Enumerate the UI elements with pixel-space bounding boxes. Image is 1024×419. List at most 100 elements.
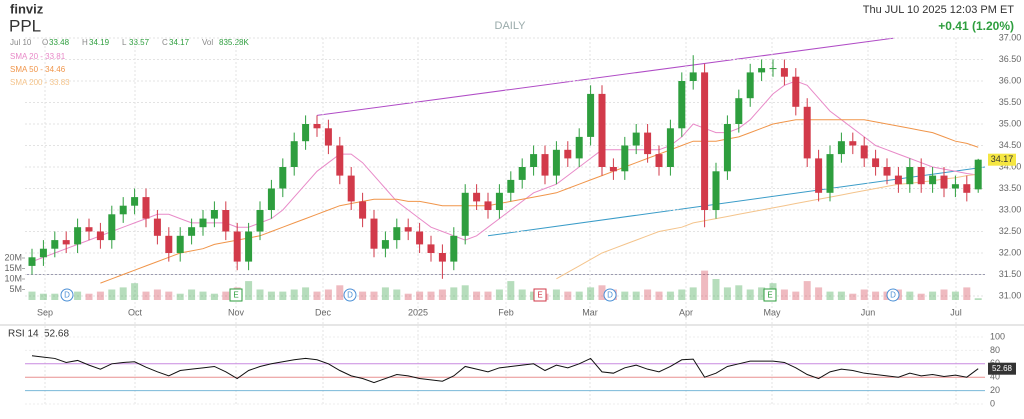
volume-bar [381, 287, 389, 300]
volume-bar [222, 291, 230, 300]
volume-bar [940, 289, 948, 300]
dividend-marker [886, 288, 900, 302]
volume-bar [837, 291, 845, 300]
volume-bar [393, 289, 401, 300]
event-label[interactable]: E [767, 291, 772, 300]
volume-bar [712, 279, 720, 300]
volume-bar [370, 291, 378, 300]
volume-bar [951, 291, 959, 300]
candle-body [712, 171, 720, 210]
candle-body [222, 210, 230, 232]
volume-bar [632, 291, 640, 300]
volume-bar [267, 291, 275, 300]
y-tick-label: 31.00 [999, 290, 1022, 300]
candle-body [735, 98, 743, 124]
event-label[interactable]: D [64, 291, 70, 300]
period: DAILY [495, 20, 527, 32]
volume-bar [176, 293, 184, 300]
candle-body [28, 257, 36, 266]
candle-body [279, 167, 287, 189]
price-tag [988, 153, 1016, 166]
trendline [487, 166, 986, 237]
candle-body [188, 227, 196, 236]
candle-body [142, 197, 150, 219]
volume-bar [28, 291, 36, 300]
volume-bar [666, 291, 674, 300]
candle-body [530, 154, 538, 167]
volume-bar [575, 291, 583, 300]
dividend-marker [603, 288, 617, 302]
candle-body [780, 68, 788, 77]
event-label[interactable]: E [537, 291, 542, 300]
trendline [316, 37, 896, 116]
volume-bar [780, 289, 788, 300]
candle-body [62, 240, 70, 245]
quote-date: Jul 10 [10, 38, 32, 47]
quote-value: 34.17 [169, 38, 190, 47]
x-tick-label: Dec [315, 307, 332, 317]
event-label[interactable]: D [347, 291, 353, 300]
rsi-tick-label: 40 [990, 372, 1000, 382]
candle-body [85, 227, 93, 232]
event-label[interactable]: D [890, 291, 896, 300]
volume-bar [644, 289, 652, 300]
volume-bar [826, 291, 834, 300]
volume-tick-label: 10M [4, 273, 22, 283]
candle-body [324, 128, 332, 146]
volume-bar [256, 289, 264, 300]
candle-body [108, 214, 116, 241]
volume-bar [427, 291, 435, 300]
candle-body [792, 76, 800, 107]
candle-body [723, 124, 731, 172]
logo[interactable]: finviz [10, 1, 44, 16]
candle-body [621, 145, 629, 172]
volume-bar [108, 289, 116, 300]
rsi-value: 52.68 [44, 329, 69, 340]
candle-body [872, 158, 880, 167]
volume-bar [404, 293, 412, 300]
volume-bar [359, 291, 367, 300]
event-label[interactable]: E [233, 291, 238, 300]
volume-bar [803, 281, 811, 300]
volume-bar [484, 291, 492, 300]
candle-body [837, 141, 845, 155]
volume-bar [963, 287, 971, 300]
candle-body [803, 106, 811, 159]
candle-body [894, 175, 902, 185]
y-tick-label: 32.00 [999, 247, 1022, 257]
candle-body [233, 231, 241, 262]
rsi-tick-label: 0 [990, 398, 995, 408]
candle-body [849, 141, 857, 146]
candle-body [302, 124, 310, 142]
candle-body [518, 167, 526, 180]
volume-bar [450, 287, 458, 300]
volume-bar [655, 291, 663, 300]
candle-body [564, 149, 572, 159]
candle-body [96, 231, 104, 241]
volume-bar [906, 291, 914, 300]
quote-value: 33.48 [49, 38, 70, 47]
volume-bar [279, 291, 287, 300]
candle-body [598, 93, 606, 167]
candle-body [666, 128, 674, 167]
volume-bar [210, 293, 218, 300]
candle-body [815, 158, 823, 193]
legend-entry: SMA 20 - 33.81 [10, 52, 66, 61]
volume-bar [302, 287, 310, 300]
y-tick-label: 35.00 [999, 118, 1022, 128]
candle-body [119, 205, 127, 215]
volume-tick-label: 15M [4, 263, 22, 273]
candle-body [769, 68, 777, 70]
candle-body [267, 188, 275, 210]
volume-bar [416, 291, 424, 300]
event-label[interactable]: D [607, 291, 613, 300]
volume-bar [336, 285, 344, 300]
x-tick-label: Oct [128, 307, 143, 317]
candle-body [51, 240, 59, 249]
earnings-marker [229, 288, 243, 302]
volume-bar [849, 293, 857, 300]
dividend-marker [343, 288, 357, 302]
volume-bar [746, 289, 754, 300]
candle-body [199, 218, 207, 228]
